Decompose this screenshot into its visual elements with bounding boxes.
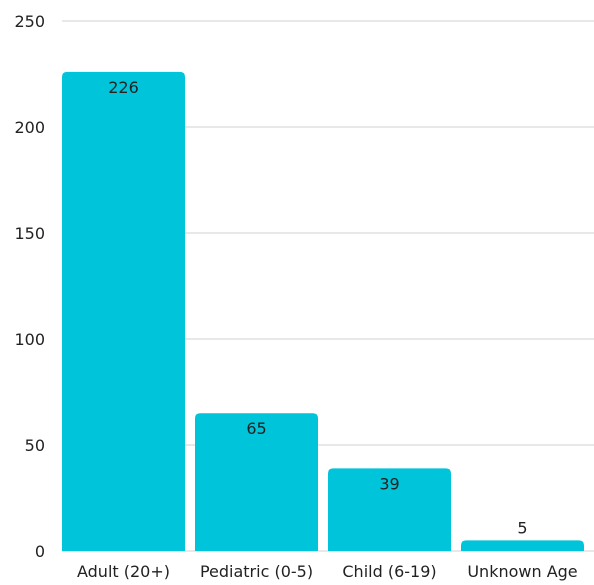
bar <box>195 413 318 551</box>
bar-value-label: 5 <box>517 518 527 537</box>
x-tick-label: Adult (20+) <box>77 562 170 581</box>
value-labels: 226 65 39 5 <box>108 78 527 538</box>
y-axis-ticks: 0 50 100 150 200 250 <box>14 12 45 561</box>
y-tick-label: 150 <box>14 224 45 243</box>
x-tick-label: Child (6-19) <box>342 562 436 581</box>
x-tick-label: Pediatric (0-5) <box>200 562 313 581</box>
y-tick-label: 50 <box>25 436 45 455</box>
x-axis-ticks: Adult (20+) Pediatric (0-5) Child (6-19) Un… <box>77 562 578 581</box>
bar-value-label: 39 <box>379 474 399 493</box>
bars <box>62 71 584 551</box>
bar <box>461 540 584 551</box>
y-tick-label: 200 <box>14 118 45 137</box>
bar <box>62 71 185 551</box>
y-tick-label: 100 <box>14 330 45 349</box>
bar-value-label: 226 <box>108 78 139 97</box>
bar-value-label: 65 <box>246 419 266 438</box>
bar <box>328 468 451 551</box>
x-tick-label: Unknown Age <box>467 562 577 581</box>
y-tick-label: 0 <box>35 542 45 561</box>
y-tick-label: 250 <box>14 12 45 31</box>
